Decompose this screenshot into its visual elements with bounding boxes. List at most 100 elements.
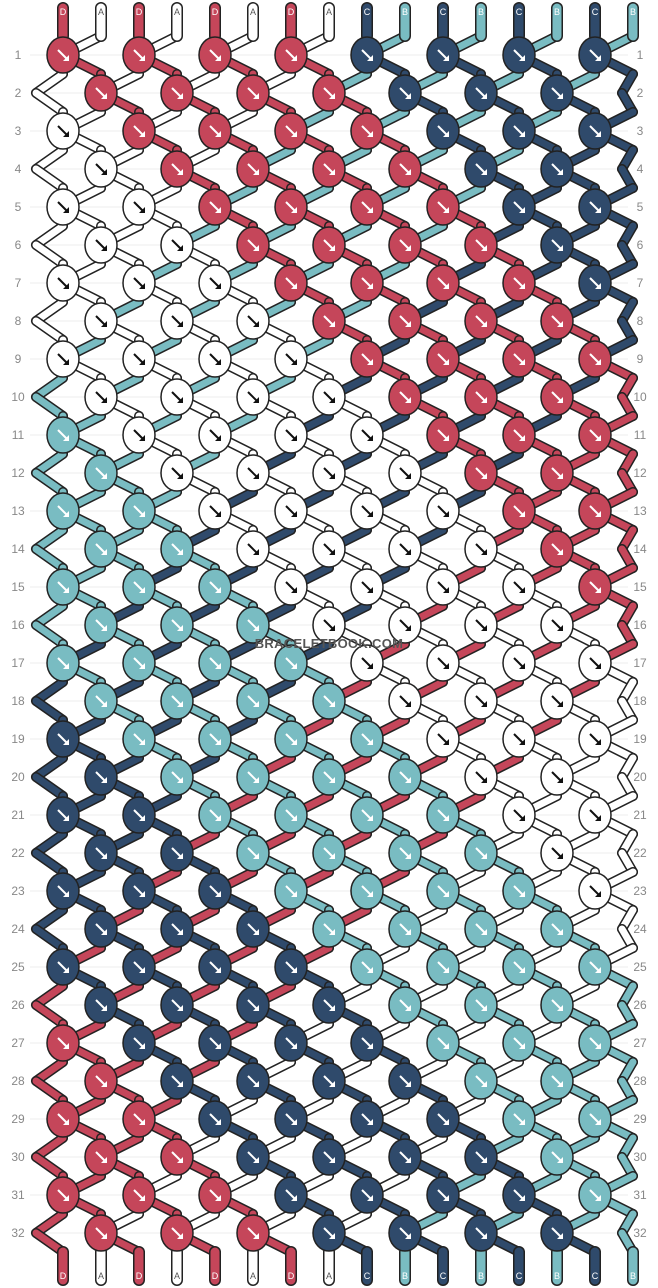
knot-arrowhead	[215, 359, 221, 365]
knot-arrowhead	[367, 739, 373, 745]
knot	[46, 416, 80, 454]
row-number-right: 26	[633, 998, 647, 1012]
knot-arrowhead	[215, 55, 221, 61]
row-number-right: 13	[633, 504, 647, 518]
knot	[578, 1024, 612, 1062]
knot	[274, 112, 308, 150]
knot	[236, 378, 270, 416]
knot	[84, 1138, 118, 1176]
knot-arrowhead	[367, 283, 373, 289]
knot	[350, 188, 384, 226]
knot-arrowhead	[405, 549, 411, 555]
knot	[198, 264, 232, 302]
knot	[388, 454, 422, 492]
knot-arrowhead	[177, 1005, 183, 1011]
knot-arrowhead	[291, 739, 297, 745]
knot	[160, 986, 194, 1024]
knot	[160, 378, 194, 416]
knot-arrowhead	[215, 815, 221, 821]
knot	[540, 454, 574, 492]
knot-arrowhead	[101, 929, 107, 935]
strand-label-bottom: A	[174, 1271, 180, 1281]
thread-segment	[32, 1153, 67, 1180]
knot	[198, 492, 232, 530]
knot-arrowhead	[253, 169, 259, 175]
thread-segment	[32, 906, 67, 933]
knot	[350, 568, 384, 606]
knot-arrowhead	[139, 891, 145, 897]
knot-arrowhead	[101, 1233, 107, 1239]
knot-arrowhead	[63, 663, 69, 669]
knot-arrowhead	[595, 891, 601, 897]
knot	[84, 606, 118, 644]
knot	[236, 1062, 270, 1100]
knot-arrowhead	[519, 1043, 525, 1049]
knot	[46, 1024, 80, 1062]
knot	[274, 796, 308, 834]
knot	[46, 36, 80, 74]
knot	[578, 1176, 612, 1214]
knot	[502, 948, 536, 986]
knot	[502, 264, 536, 302]
knot-arrowhead	[443, 511, 449, 517]
knot-arrowhead	[405, 245, 411, 251]
knot	[350, 720, 384, 758]
strand-label-bottom: D	[288, 1271, 295, 1281]
knot-arrowhead	[63, 815, 69, 821]
knot-arrowhead	[481, 169, 487, 175]
row-number-left: 11	[12, 428, 25, 442]
knot-arrowhead	[63, 739, 69, 745]
knot	[426, 872, 460, 910]
knot-arrowhead	[595, 55, 601, 61]
strand-label-bottom: B	[554, 1271, 560, 1281]
knot-arrowhead	[329, 853, 335, 859]
knot	[236, 530, 270, 568]
knot-arrowhead	[291, 435, 297, 441]
strand-label-top: A	[98, 7, 104, 17]
row-number-right: 20	[633, 770, 647, 784]
knot	[84, 834, 118, 872]
knot-arrowhead	[101, 625, 107, 631]
row-number-left: 26	[11, 998, 25, 1012]
knot-arrowhead	[177, 929, 183, 935]
knot-arrowhead	[595, 1119, 601, 1125]
knot-arrowhead	[595, 283, 601, 289]
knot-arrowhead	[367, 359, 373, 365]
knot	[274, 948, 308, 986]
knot	[502, 872, 536, 910]
thread-segment	[32, 1210, 67, 1237]
knot-arrowhead	[519, 207, 525, 213]
row-number-right: 4	[637, 162, 644, 176]
knot-arrowhead	[443, 1043, 449, 1049]
knot	[198, 36, 232, 74]
knot-arrowhead	[329, 1157, 335, 1163]
knot	[464, 530, 498, 568]
knot-arrowhead	[101, 777, 107, 783]
row-number-left: 14	[11, 542, 25, 556]
knot	[540, 986, 574, 1024]
knot-arrowhead	[557, 473, 563, 479]
knot-arrowhead	[557, 929, 563, 935]
knot-arrowhead	[595, 1043, 601, 1049]
knot	[236, 1138, 270, 1176]
knot-arrowhead	[329, 777, 335, 783]
knot-arrowhead	[519, 891, 525, 897]
knot-arrowhead	[481, 93, 487, 99]
knot	[46, 492, 80, 530]
row-number-right: 16	[633, 618, 647, 632]
knot	[274, 644, 308, 682]
knot	[540, 1062, 574, 1100]
knot-arrowhead	[557, 777, 563, 783]
knot-arrowhead	[291, 207, 297, 213]
knot-arrowhead	[595, 739, 601, 745]
knot	[160, 74, 194, 112]
knot	[160, 530, 194, 568]
knot	[274, 492, 308, 530]
knot-arrowhead	[177, 625, 183, 631]
knot-arrowhead	[367, 1043, 373, 1049]
knot	[464, 758, 498, 796]
knot	[540, 302, 574, 340]
knot-arrowhead	[215, 131, 221, 137]
knot-arrowhead	[101, 853, 107, 859]
knot	[84, 910, 118, 948]
